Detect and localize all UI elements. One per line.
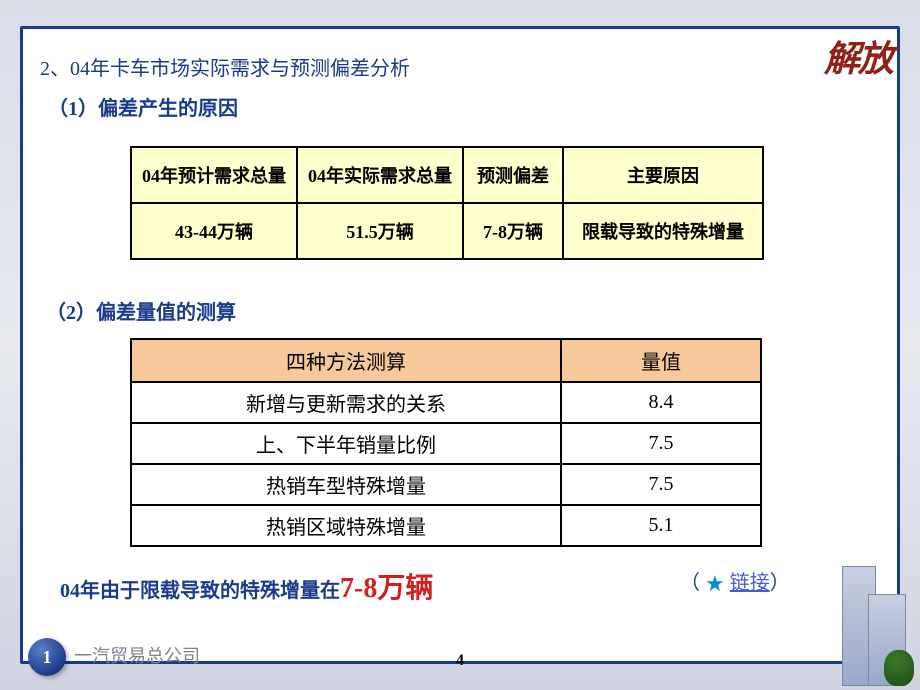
table-row: 04年预计需求总量 04年实际需求总量 预测偏差 主要原因 <box>131 147 763 203</box>
conclusion-highlight: 7-8万辆 <box>340 573 433 604</box>
table-cell: 51.5万辆 <box>297 203 463 259</box>
building-decoration-icon <box>836 536 916 686</box>
conclusion-text: 04年由于限载导致的特殊增量在7-8万辆 <box>60 566 433 606</box>
table-cell: 新增与更新需求的关系 <box>131 382 561 423</box>
col-header: 四种方法测算 <box>131 339 561 382</box>
col-header: 04年预计需求总量 <box>131 147 297 203</box>
table-cell: 7.5 <box>561 423 761 464</box>
table-cell: 上、下半年销量比例 <box>131 423 561 464</box>
paren-open: （ <box>680 572 700 594</box>
col-header: 04年实际需求总量 <box>297 147 463 203</box>
table-row: 热销区域特殊增量 5.1 <box>131 505 761 546</box>
table-cell: 热销车型特殊增量 <box>131 464 561 505</box>
paren-close: ） <box>770 572 790 594</box>
table-cell: 8.4 <box>561 382 761 423</box>
table-cell: 7-8万辆 <box>463 203 563 259</box>
deviation-cause-table: 04年预计需求总量 04年实际需求总量 预测偏差 主要原因 43-44万辆 51… <box>130 146 764 260</box>
subheading-1: （1）偏差产生的原因 <box>48 92 238 121</box>
detail-link[interactable]: 链接 <box>730 572 770 594</box>
table-row: 新增与更新需求的关系 8.4 <box>131 382 761 423</box>
footer-company-name: 一汽贸易总公司 <box>74 642 200 668</box>
table-cell: 热销区域特殊增量 <box>131 505 561 546</box>
table-cell: 5.1 <box>561 505 761 546</box>
section-title: 2、04年卡车市场实际需求与预测偏差分析 <box>40 52 410 81</box>
table-row: 四种方法测算 量值 <box>131 339 761 382</box>
table-row: 上、下半年销量比例 7.5 <box>131 423 761 464</box>
col-header: 预测偏差 <box>463 147 563 203</box>
page-number: 4 <box>456 652 464 670</box>
table-cell: 7.5 <box>561 464 761 505</box>
link-group: （ ★ 链接） <box>680 566 790 597</box>
col-header: 量值 <box>561 339 761 382</box>
deviation-value-table: 四种方法测算 量值 新增与更新需求的关系 8.4 上、下半年销量比例 7.5 热… <box>130 338 762 547</box>
subheading-2: （2）偏差量值的测算 <box>46 296 236 325</box>
footer-logo-icon: 1 <box>28 638 66 676</box>
brand-logo-text: 解放 <box>824 30 892 82</box>
conclusion-prefix: 04年由于限载导致的特殊增量在 <box>60 580 340 602</box>
table-row: 43-44万辆 51.5万辆 7-8万辆 限载导致的特殊增量 <box>131 203 763 259</box>
col-header: 主要原因 <box>563 147 763 203</box>
table-cell: 43-44万辆 <box>131 203 297 259</box>
table-cell: 限载导致的特殊增量 <box>563 203 763 259</box>
table-row: 热销车型特殊增量 7.5 <box>131 464 761 505</box>
star-icon: ★ <box>705 571 725 597</box>
